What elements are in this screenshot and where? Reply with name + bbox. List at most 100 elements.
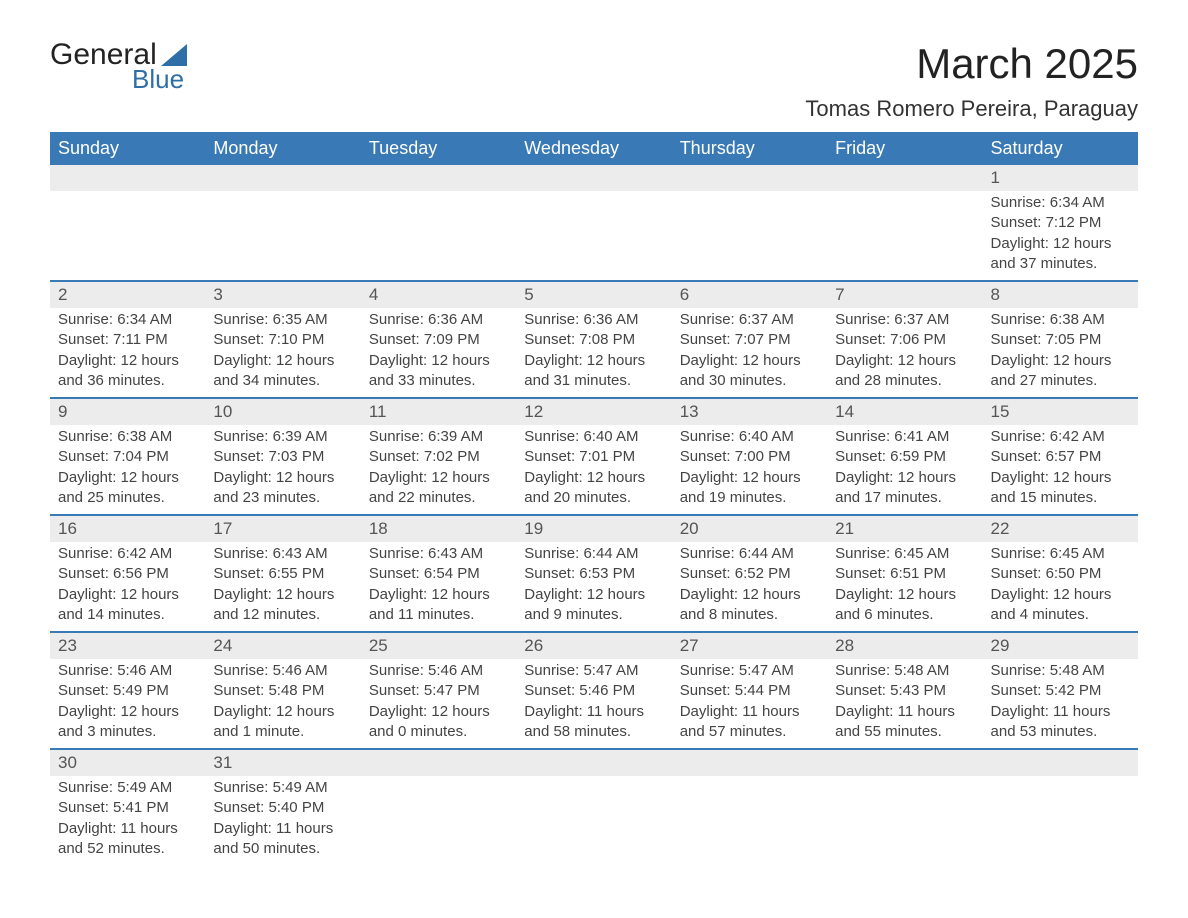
sunset-text: Sunset: 5:48 PM [213, 681, 352, 701]
sunrise-text: Sunrise: 6:45 AM [991, 544, 1130, 564]
day-number [205, 165, 360, 191]
day-details: Sunrise: 5:46 AMSunset: 5:49 PMDaylight:… [50, 659, 205, 749]
day-details: Sunrise: 6:34 AMSunset: 7:12 PMDaylight:… [983, 191, 1138, 281]
day-number: 17 [205, 515, 360, 542]
sunrise-text: Sunrise: 6:39 AM [213, 427, 352, 447]
sunrise-text: Sunrise: 6:44 AM [680, 544, 819, 564]
calendar-table: Sunday Monday Tuesday Wednesday Thursday… [50, 132, 1138, 865]
day-details: Sunrise: 6:36 AMSunset: 7:09 PMDaylight:… [361, 308, 516, 398]
day-details [205, 191, 360, 281]
location-subtitle: Tomas Romero Pereira, Paraguay [805, 96, 1138, 122]
calendar-body: 1Sunrise: 6:34 AMSunset: 7:12 PMDaylight… [50, 165, 1138, 865]
daylight-text: Daylight: 12 hours and 28 minutes. [835, 351, 974, 392]
daylight-text: Daylight: 12 hours and 12 minutes. [213, 585, 352, 626]
sunset-text: Sunset: 6:50 PM [991, 564, 1130, 584]
day-number: 1 [983, 165, 1138, 191]
sunrise-text: Sunrise: 6:42 AM [58, 544, 197, 564]
sunset-text: Sunset: 7:10 PM [213, 330, 352, 350]
day-number: 28 [827, 632, 982, 659]
sunrise-text: Sunrise: 6:36 AM [524, 310, 663, 330]
daylight-text: Daylight: 12 hours and 0 minutes. [369, 702, 508, 743]
sunrise-text: Sunrise: 5:49 AM [213, 778, 352, 798]
day-details: Sunrise: 5:48 AMSunset: 5:42 PMDaylight:… [983, 659, 1138, 749]
day-details: Sunrise: 6:35 AMSunset: 7:10 PMDaylight:… [205, 308, 360, 398]
day-details: Sunrise: 6:37 AMSunset: 7:06 PMDaylight:… [827, 308, 982, 398]
day-details: Sunrise: 6:38 AMSunset: 7:05 PMDaylight:… [983, 308, 1138, 398]
weekday-header: Thursday [672, 132, 827, 165]
day-details: Sunrise: 6:36 AMSunset: 7:08 PMDaylight:… [516, 308, 671, 398]
sunset-text: Sunset: 6:55 PM [213, 564, 352, 584]
sunset-text: Sunset: 7:08 PM [524, 330, 663, 350]
day-number: 15 [983, 398, 1138, 425]
day-number: 7 [827, 281, 982, 308]
sunset-text: Sunset: 5:49 PM [58, 681, 197, 701]
day-details: Sunrise: 6:43 AMSunset: 6:55 PMDaylight:… [205, 542, 360, 632]
sunset-text: Sunset: 6:59 PM [835, 447, 974, 467]
daylight-text: Daylight: 12 hours and 6 minutes. [835, 585, 974, 626]
sunset-text: Sunset: 5:47 PM [369, 681, 508, 701]
day-number: 6 [672, 281, 827, 308]
weekday-header: Monday [205, 132, 360, 165]
day-number: 25 [361, 632, 516, 659]
day-details [672, 191, 827, 281]
sunset-text: Sunset: 6:53 PM [524, 564, 663, 584]
daylight-text: Daylight: 11 hours and 50 minutes. [213, 819, 352, 860]
weekday-header: Saturday [983, 132, 1138, 165]
day-number: 29 [983, 632, 1138, 659]
daynum-row: 3031 [50, 749, 1138, 776]
sunset-text: Sunset: 6:51 PM [835, 564, 974, 584]
day-number [516, 749, 671, 776]
details-row: Sunrise: 5:49 AMSunset: 5:41 PMDaylight:… [50, 776, 1138, 865]
day-details [516, 191, 671, 281]
sunset-text: Sunset: 6:54 PM [369, 564, 508, 584]
sunrise-text: Sunrise: 6:41 AM [835, 427, 974, 447]
day-number: 13 [672, 398, 827, 425]
day-number: 31 [205, 749, 360, 776]
day-number: 10 [205, 398, 360, 425]
sunset-text: Sunset: 7:01 PM [524, 447, 663, 467]
day-number: 24 [205, 632, 360, 659]
sunrise-text: Sunrise: 5:48 AM [835, 661, 974, 681]
weekday-header: Tuesday [361, 132, 516, 165]
sunset-text: Sunset: 7:03 PM [213, 447, 352, 467]
month-title: March 2025 [805, 40, 1138, 88]
day-details: Sunrise: 6:38 AMSunset: 7:04 PMDaylight:… [50, 425, 205, 515]
day-details: Sunrise: 5:46 AMSunset: 5:47 PMDaylight:… [361, 659, 516, 749]
sunrise-text: Sunrise: 6:43 AM [369, 544, 508, 564]
day-details: Sunrise: 6:42 AMSunset: 6:56 PMDaylight:… [50, 542, 205, 632]
sunrise-text: Sunrise: 5:48 AM [991, 661, 1130, 681]
day-number: 3 [205, 281, 360, 308]
sunrise-text: Sunrise: 6:35 AM [213, 310, 352, 330]
sunset-text: Sunset: 7:06 PM [835, 330, 974, 350]
day-number: 18 [361, 515, 516, 542]
day-details: Sunrise: 5:48 AMSunset: 5:43 PMDaylight:… [827, 659, 982, 749]
sunrise-text: Sunrise: 6:36 AM [369, 310, 508, 330]
sunrise-text: Sunrise: 6:44 AM [524, 544, 663, 564]
daylight-text: Daylight: 11 hours and 53 minutes. [991, 702, 1130, 743]
day-number: 9 [50, 398, 205, 425]
sunrise-text: Sunrise: 6:42 AM [991, 427, 1130, 447]
day-details: Sunrise: 5:47 AMSunset: 5:44 PMDaylight:… [672, 659, 827, 749]
day-details [361, 776, 516, 865]
daylight-text: Daylight: 12 hours and 23 minutes. [213, 468, 352, 509]
daylight-text: Daylight: 11 hours and 52 minutes. [58, 819, 197, 860]
daylight-text: Daylight: 12 hours and 15 minutes. [991, 468, 1130, 509]
day-number: 8 [983, 281, 1138, 308]
day-details: Sunrise: 6:39 AMSunset: 7:02 PMDaylight:… [361, 425, 516, 515]
day-details [361, 191, 516, 281]
day-details: Sunrise: 6:42 AMSunset: 6:57 PMDaylight:… [983, 425, 1138, 515]
day-number: 19 [516, 515, 671, 542]
sunset-text: Sunset: 6:57 PM [991, 447, 1130, 467]
daynum-row: 1 [50, 165, 1138, 191]
sunrise-text: Sunrise: 5:47 AM [680, 661, 819, 681]
daylight-text: Daylight: 12 hours and 22 minutes. [369, 468, 508, 509]
day-number: 20 [672, 515, 827, 542]
day-details: Sunrise: 6:45 AMSunset: 6:51 PMDaylight:… [827, 542, 982, 632]
daylight-text: Daylight: 12 hours and 19 minutes. [680, 468, 819, 509]
day-details: Sunrise: 6:40 AMSunset: 7:00 PMDaylight:… [672, 425, 827, 515]
logo: General Blue [50, 40, 187, 92]
sunrise-text: Sunrise: 5:46 AM [213, 661, 352, 681]
daylight-text: Daylight: 11 hours and 55 minutes. [835, 702, 974, 743]
details-row: Sunrise: 6:38 AMSunset: 7:04 PMDaylight:… [50, 425, 1138, 515]
daylight-text: Daylight: 12 hours and 9 minutes. [524, 585, 663, 626]
